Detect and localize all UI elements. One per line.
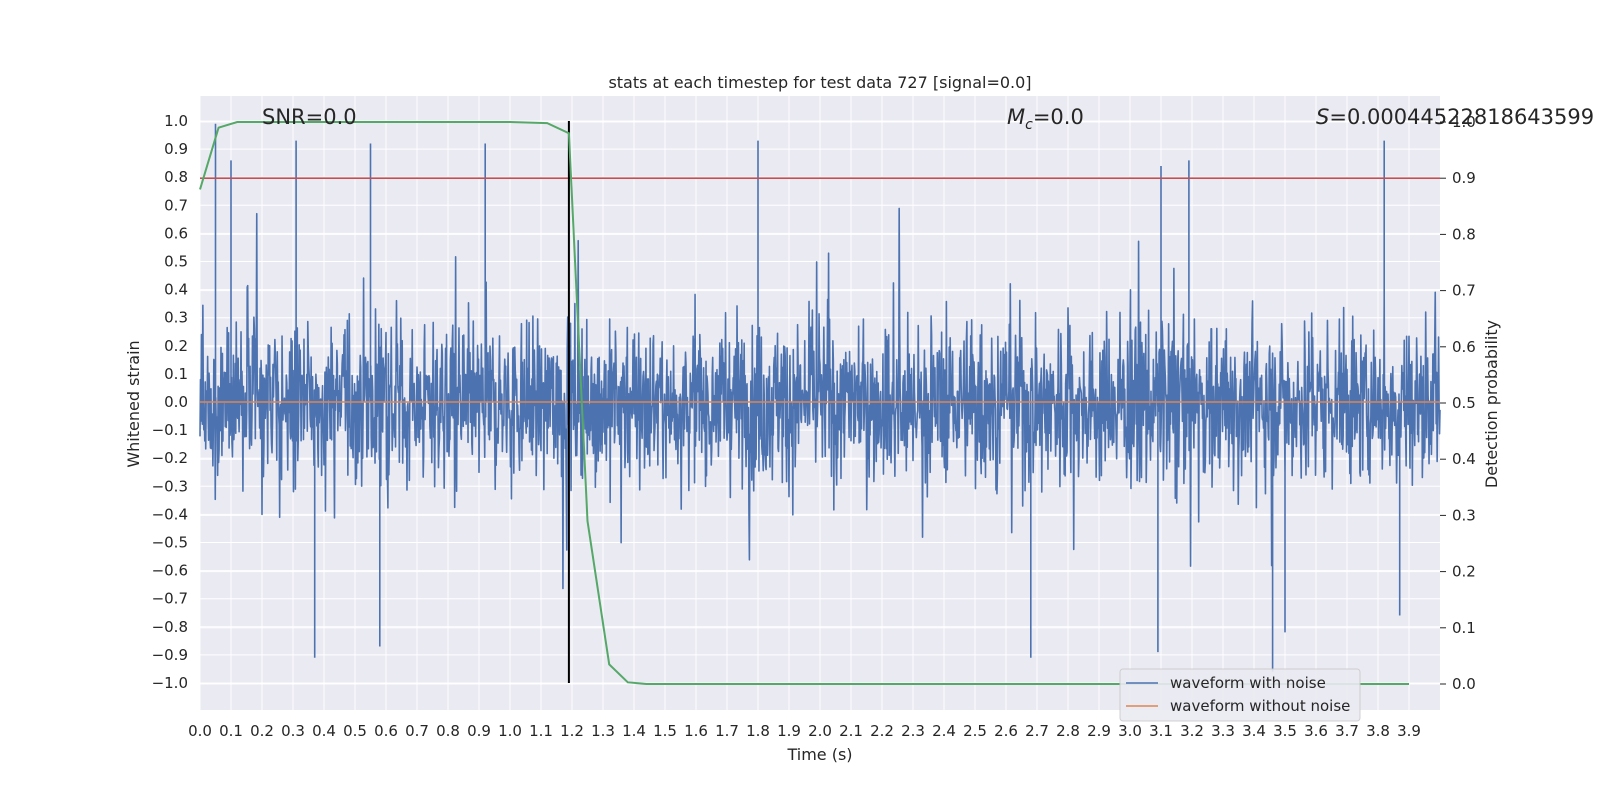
y2-axis-label: Detection probability — [1482, 320, 1501, 488]
x-tick-label: 1.4 — [622, 722, 646, 740]
x-axis-label: Time (s) — [786, 745, 852, 764]
legend-box — [1119, 668, 1361, 722]
y-tick-label: −0.1 — [152, 421, 188, 439]
x-tick-label: 3.3 — [1211, 722, 1235, 740]
detection-probability-line — [199, 121, 1409, 685]
s-symbol: S — [1316, 105, 1329, 129]
x-tick-label: 3.8 — [1366, 722, 1390, 740]
y2-tick-label: 1.0 — [1452, 113, 1476, 131]
x-tick-label: 1.8 — [746, 722, 770, 740]
y-tick-label: −0.5 — [152, 534, 188, 552]
x-tick-label: 0.8 — [436, 722, 460, 740]
x-tick-label: 2.9 — [1087, 722, 1111, 740]
x-tick-label: 0.4 — [312, 722, 336, 740]
x-tick-label: 3.7 — [1335, 722, 1359, 740]
y-tick-label: −1.0 — [152, 674, 188, 692]
x-tick-label: 1.2 — [560, 722, 584, 740]
mc-value: =0.0 — [1033, 105, 1084, 129]
x-tick-label: 3.0 — [1118, 722, 1142, 740]
x-tick-label: 2.8 — [1056, 722, 1080, 740]
y-tick-label: 0.5 — [164, 253, 188, 271]
y2-tick-label: 0.9 — [1452, 169, 1476, 187]
x-tick-label: 2.1 — [839, 722, 863, 740]
reference-lines — [200, 121, 1440, 683]
x-tick-label: 0.0 — [188, 722, 212, 740]
x-tick-label: 3.9 — [1397, 722, 1421, 740]
series-waveform-with-noise — [199, 123, 1441, 672]
chart-title: stats at each timestep for test data 727… — [608, 73, 1031, 92]
y-tick-label: 0.8 — [164, 168, 188, 186]
y-tick-label: 0.3 — [164, 309, 188, 327]
y-tick-label: 0.4 — [164, 281, 188, 299]
x-tick-label: 2.2 — [870, 722, 894, 740]
x-tick-label: 1.3 — [591, 722, 615, 740]
x-tick-label: 0.7 — [405, 722, 429, 740]
y2-tick-label: 0.3 — [1452, 506, 1476, 524]
y2-tick-label: 0.8 — [1452, 225, 1476, 243]
y2-tick-label: 0.4 — [1452, 450, 1476, 468]
y-tick-label: 0.7 — [164, 196, 188, 214]
y-tick-label: 0.1 — [164, 365, 188, 383]
y-tick-label: 1.0 — [164, 112, 188, 130]
series-detection-probability — [199, 121, 1409, 685]
y-tick-label: −0.3 — [152, 477, 188, 495]
snr-annotation: SNR=0.0 — [262, 105, 357, 129]
s-annotation: S=0.00044522818643599 — [1316, 105, 1594, 129]
x-tick-label: 2.7 — [1025, 722, 1049, 740]
x-tick-label: 3.4 — [1242, 722, 1266, 740]
y-tick-label: 0.2 — [164, 337, 188, 355]
x-tick-label: 1.7 — [715, 722, 739, 740]
x-tick-label: 1.6 — [684, 722, 708, 740]
y2-tick-label: 0.1 — [1452, 619, 1476, 637]
y-axis-label: Whitened strain — [124, 340, 143, 467]
y-tick-label: −0.7 — [152, 590, 188, 608]
x-tick-label: 2.0 — [808, 722, 832, 740]
s-value: =0.00044522818643599 — [1329, 105, 1594, 129]
x-tick-label: 2.6 — [994, 722, 1018, 740]
y2-tick-label: 0.0 — [1452, 675, 1476, 693]
mc-symbol: M — [1007, 105, 1025, 129]
legend-label-noise: waveform with noise — [1170, 674, 1326, 692]
legend: waveform with noise waveform without noi… — [1119, 668, 1361, 722]
y-tick-label: 0.6 — [164, 224, 188, 242]
y-tick-label: 0.9 — [164, 140, 188, 158]
x-tick-label: 0.9 — [467, 722, 491, 740]
x-tick-label: 0.5 — [343, 722, 367, 740]
chirp-mass-annotation: Mc=0.0 — [1007, 105, 1084, 133]
waveform-with-noise-line — [199, 123, 1441, 672]
legend-label-clean: waveform without noise — [1170, 697, 1350, 715]
y2-tick-label: 0.2 — [1452, 563, 1476, 581]
y-tick-label: −0.2 — [152, 449, 188, 467]
x-tick-label: 2.3 — [901, 722, 925, 740]
y-tick-label: −0.9 — [152, 646, 188, 664]
x-tick-label: 3.6 — [1304, 722, 1328, 740]
x-tick-label: 1.1 — [529, 722, 553, 740]
x-tick-label: 0.6 — [374, 722, 398, 740]
y2-tick-label: 0.5 — [1452, 394, 1476, 412]
y2-tick-label: 0.7 — [1452, 282, 1476, 300]
y-tick-label: −0.6 — [152, 562, 188, 580]
y2-tick-label: 0.6 — [1452, 338, 1476, 356]
mc-subscript: c — [1025, 117, 1033, 133]
tick-labels: 0.0 0.1 0.2 0.3 0.4 0.5 0.6 0.7 0.8 0.9 1.0 1.1 1.2 1… — [152, 112, 1476, 740]
x-tick-label: 0.2 — [250, 722, 274, 740]
x-tick-label: 3.5 — [1273, 722, 1297, 740]
x-tick-label: 3.2 — [1180, 722, 1204, 740]
x-tick-label: 2.4 — [932, 722, 956, 740]
x-tick-label: 3.1 — [1149, 722, 1173, 740]
y-tick-label: −0.8 — [152, 618, 188, 636]
x-tick-label: 1.9 — [777, 722, 801, 740]
x-tick-label: 0.3 — [281, 722, 305, 740]
x-tick-label: 0.1 — [219, 722, 243, 740]
y-tick-label: −0.4 — [152, 505, 188, 523]
x-tick-label: 2.5 — [963, 722, 987, 740]
x-tick-label: 1.5 — [653, 722, 677, 740]
x-tick-label: 1.0 — [498, 722, 522, 740]
y-tick-label: 0.0 — [164, 393, 188, 411]
